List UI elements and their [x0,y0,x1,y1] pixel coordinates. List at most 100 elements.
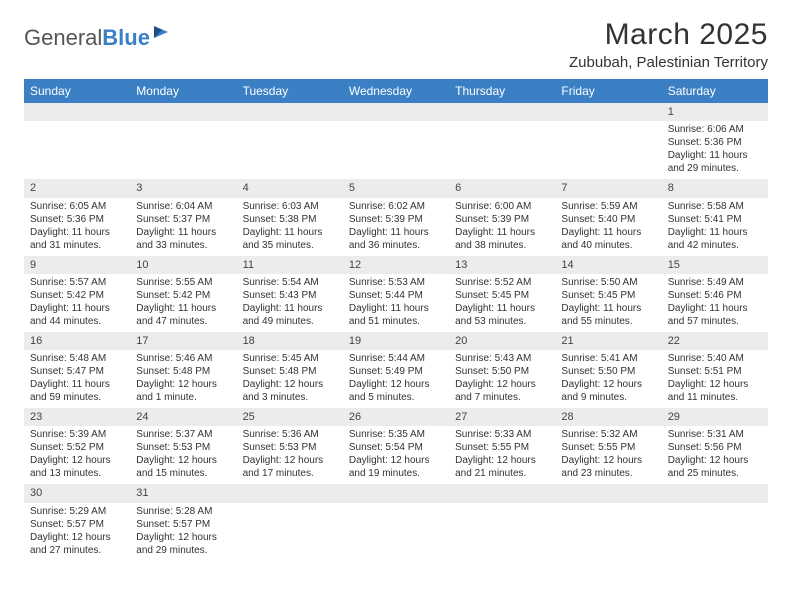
daylight-text: Daylight: 11 hours and 40 minutes. [561,226,655,252]
calendar-day-cell: 31Sunrise: 5:28 AMSunset: 5:57 PMDayligh… [130,484,236,560]
calendar-day-cell: 28Sunrise: 5:32 AMSunset: 5:55 PMDayligh… [555,408,661,484]
daylight-text: Daylight: 11 hours and 53 minutes. [455,302,549,328]
sunrise-text: Sunrise: 5:35 AM [349,428,443,441]
day-number: 12 [343,256,449,274]
day-number: 5 [343,179,449,197]
day-number-bar [449,484,555,502]
calendar-day-cell [662,484,768,560]
day-number: 6 [449,179,555,197]
calendar-day-cell: 22Sunrise: 5:40 AMSunset: 5:51 PMDayligh… [662,332,768,408]
day-number: 2 [24,179,130,197]
day-details: Sunrise: 5:36 AMSunset: 5:53 PMDaylight:… [237,426,343,484]
daylight-text: Daylight: 11 hours and 59 minutes. [30,378,124,404]
sunset-text: Sunset: 5:36 PM [30,213,124,226]
day-details: Sunrise: 6:02 AMSunset: 5:39 PMDaylight:… [343,198,449,256]
sunrise-text: Sunrise: 5:44 AM [349,352,443,365]
calendar-day-cell: 4Sunrise: 6:03 AMSunset: 5:38 PMDaylight… [237,179,343,255]
day-number-bar [130,103,236,121]
logo-text-2: Blue [102,25,150,51]
sunrise-text: Sunrise: 6:04 AM [136,200,230,213]
calendar-day-cell: 20Sunrise: 5:43 AMSunset: 5:50 PMDayligh… [449,332,555,408]
day-details: Sunrise: 5:39 AMSunset: 5:52 PMDaylight:… [24,426,130,484]
day-number: 22 [662,332,768,350]
day-number: 10 [130,256,236,274]
calendar-day-cell: 12Sunrise: 5:53 AMSunset: 5:44 PMDayligh… [343,256,449,332]
sunrise-text: Sunrise: 6:05 AM [30,200,124,213]
header: GeneralBlue March 2025 Zububah, Palestin… [24,18,768,71]
calendar-day-cell: 19Sunrise: 5:44 AMSunset: 5:49 PMDayligh… [343,332,449,408]
sunset-text: Sunset: 5:50 PM [561,365,655,378]
daylight-text: Daylight: 11 hours and 51 minutes. [349,302,443,328]
daylight-text: Daylight: 12 hours and 19 minutes. [349,454,443,480]
day-number-bar [343,103,449,121]
calendar-day-cell: 14Sunrise: 5:50 AMSunset: 5:45 PMDayligh… [555,256,661,332]
weekday-header: Saturday [662,79,768,103]
sunset-text: Sunset: 5:53 PM [243,441,337,454]
day-number: 14 [555,256,661,274]
day-details: Sunrise: 5:48 AMSunset: 5:47 PMDaylight:… [24,350,130,408]
calendar-day-cell [449,103,555,179]
calendar-week-row: 9Sunrise: 5:57 AMSunset: 5:42 PMDaylight… [24,256,768,332]
sunrise-text: Sunrise: 5:43 AM [455,352,549,365]
calendar-day-cell: 9Sunrise: 5:57 AMSunset: 5:42 PMDaylight… [24,256,130,332]
calendar-day-cell: 17Sunrise: 5:46 AMSunset: 5:48 PMDayligh… [130,332,236,408]
day-number: 29 [662,408,768,426]
day-details: Sunrise: 6:04 AMSunset: 5:37 PMDaylight:… [130,198,236,256]
day-details: Sunrise: 6:06 AMSunset: 5:36 PMDaylight:… [662,121,768,179]
daylight-text: Daylight: 12 hours and 17 minutes. [243,454,337,480]
day-details: Sunrise: 5:43 AMSunset: 5:50 PMDaylight:… [449,350,555,408]
calendar-day-cell: 27Sunrise: 5:33 AMSunset: 5:55 PMDayligh… [449,408,555,484]
sunset-text: Sunset: 5:48 PM [136,365,230,378]
day-details: Sunrise: 6:00 AMSunset: 5:39 PMDaylight:… [449,198,555,256]
calendar-day-cell: 5Sunrise: 6:02 AMSunset: 5:39 PMDaylight… [343,179,449,255]
sunrise-text: Sunrise: 5:32 AM [561,428,655,441]
day-number: 18 [237,332,343,350]
day-details: Sunrise: 5:49 AMSunset: 5:46 PMDaylight:… [662,274,768,332]
calendar-week-row: 2Sunrise: 6:05 AMSunset: 5:36 PMDaylight… [24,179,768,255]
sunset-text: Sunset: 5:44 PM [349,289,443,302]
sunset-text: Sunset: 5:57 PM [136,518,230,531]
sunrise-text: Sunrise: 5:45 AM [243,352,337,365]
logo: GeneralBlue [24,18,174,52]
weekday-header: Sunday [24,79,130,103]
sunrise-text: Sunrise: 5:48 AM [30,352,124,365]
day-number: 1 [662,103,768,121]
day-details: Sunrise: 5:41 AMSunset: 5:50 PMDaylight:… [555,350,661,408]
daylight-text: Daylight: 12 hours and 9 minutes. [561,378,655,404]
sunrise-text: Sunrise: 5:46 AM [136,352,230,365]
daylight-text: Daylight: 11 hours and 35 minutes. [243,226,337,252]
sunrise-text: Sunrise: 6:02 AM [349,200,443,213]
daylight-text: Daylight: 11 hours and 38 minutes. [455,226,549,252]
calendar-day-cell: 30Sunrise: 5:29 AMSunset: 5:57 PMDayligh… [24,484,130,560]
sunset-text: Sunset: 5:49 PM [349,365,443,378]
daylight-text: Daylight: 12 hours and 27 minutes. [30,531,124,557]
daylight-text: Daylight: 12 hours and 23 minutes. [561,454,655,480]
day-details: Sunrise: 5:52 AMSunset: 5:45 PMDaylight:… [449,274,555,332]
day-number: 27 [449,408,555,426]
calendar-page: GeneralBlue March 2025 Zububah, Palestin… [0,0,792,579]
daylight-text: Daylight: 11 hours and 44 minutes. [30,302,124,328]
sunset-text: Sunset: 5:36 PM [668,136,762,149]
day-details: Sunrise: 5:46 AMSunset: 5:48 PMDaylight:… [130,350,236,408]
day-details: Sunrise: 5:28 AMSunset: 5:57 PMDaylight:… [130,503,236,561]
day-details: Sunrise: 5:44 AMSunset: 5:49 PMDaylight:… [343,350,449,408]
calendar-day-cell: 2 Sunrise: 6:05 AMSunset: 5:36 PMDaylight… [24,179,130,255]
sunset-text: Sunset: 5:55 PM [561,441,655,454]
sunrise-text: Sunrise: 5:58 AM [668,200,762,213]
sunrise-text: Sunrise: 5:39 AM [30,428,124,441]
sunrise-text: Sunrise: 5:40 AM [668,352,762,365]
sunset-text: Sunset: 5:55 PM [455,441,549,454]
sunset-text: Sunset: 5:42 PM [30,289,124,302]
day-details: Sunrise: 5:59 AMSunset: 5:40 PMDaylight:… [555,198,661,256]
sunset-text: Sunset: 5:39 PM [455,213,549,226]
daylight-text: Daylight: 11 hours and 33 minutes. [136,226,230,252]
sunrise-text: Sunrise: 5:50 AM [561,276,655,289]
calendar-day-cell: 23Sunrise: 5:39 AMSunset: 5:52 PMDayligh… [24,408,130,484]
daylight-text: Daylight: 11 hours and 31 minutes. [30,226,124,252]
day-number: 17 [130,332,236,350]
day-number: 23 [24,408,130,426]
calendar-day-cell: 24Sunrise: 5:37 AMSunset: 5:53 PMDayligh… [130,408,236,484]
day-number-bar [343,484,449,502]
daylight-text: Daylight: 11 hours and 49 minutes. [243,302,337,328]
day-number: 21 [555,332,661,350]
